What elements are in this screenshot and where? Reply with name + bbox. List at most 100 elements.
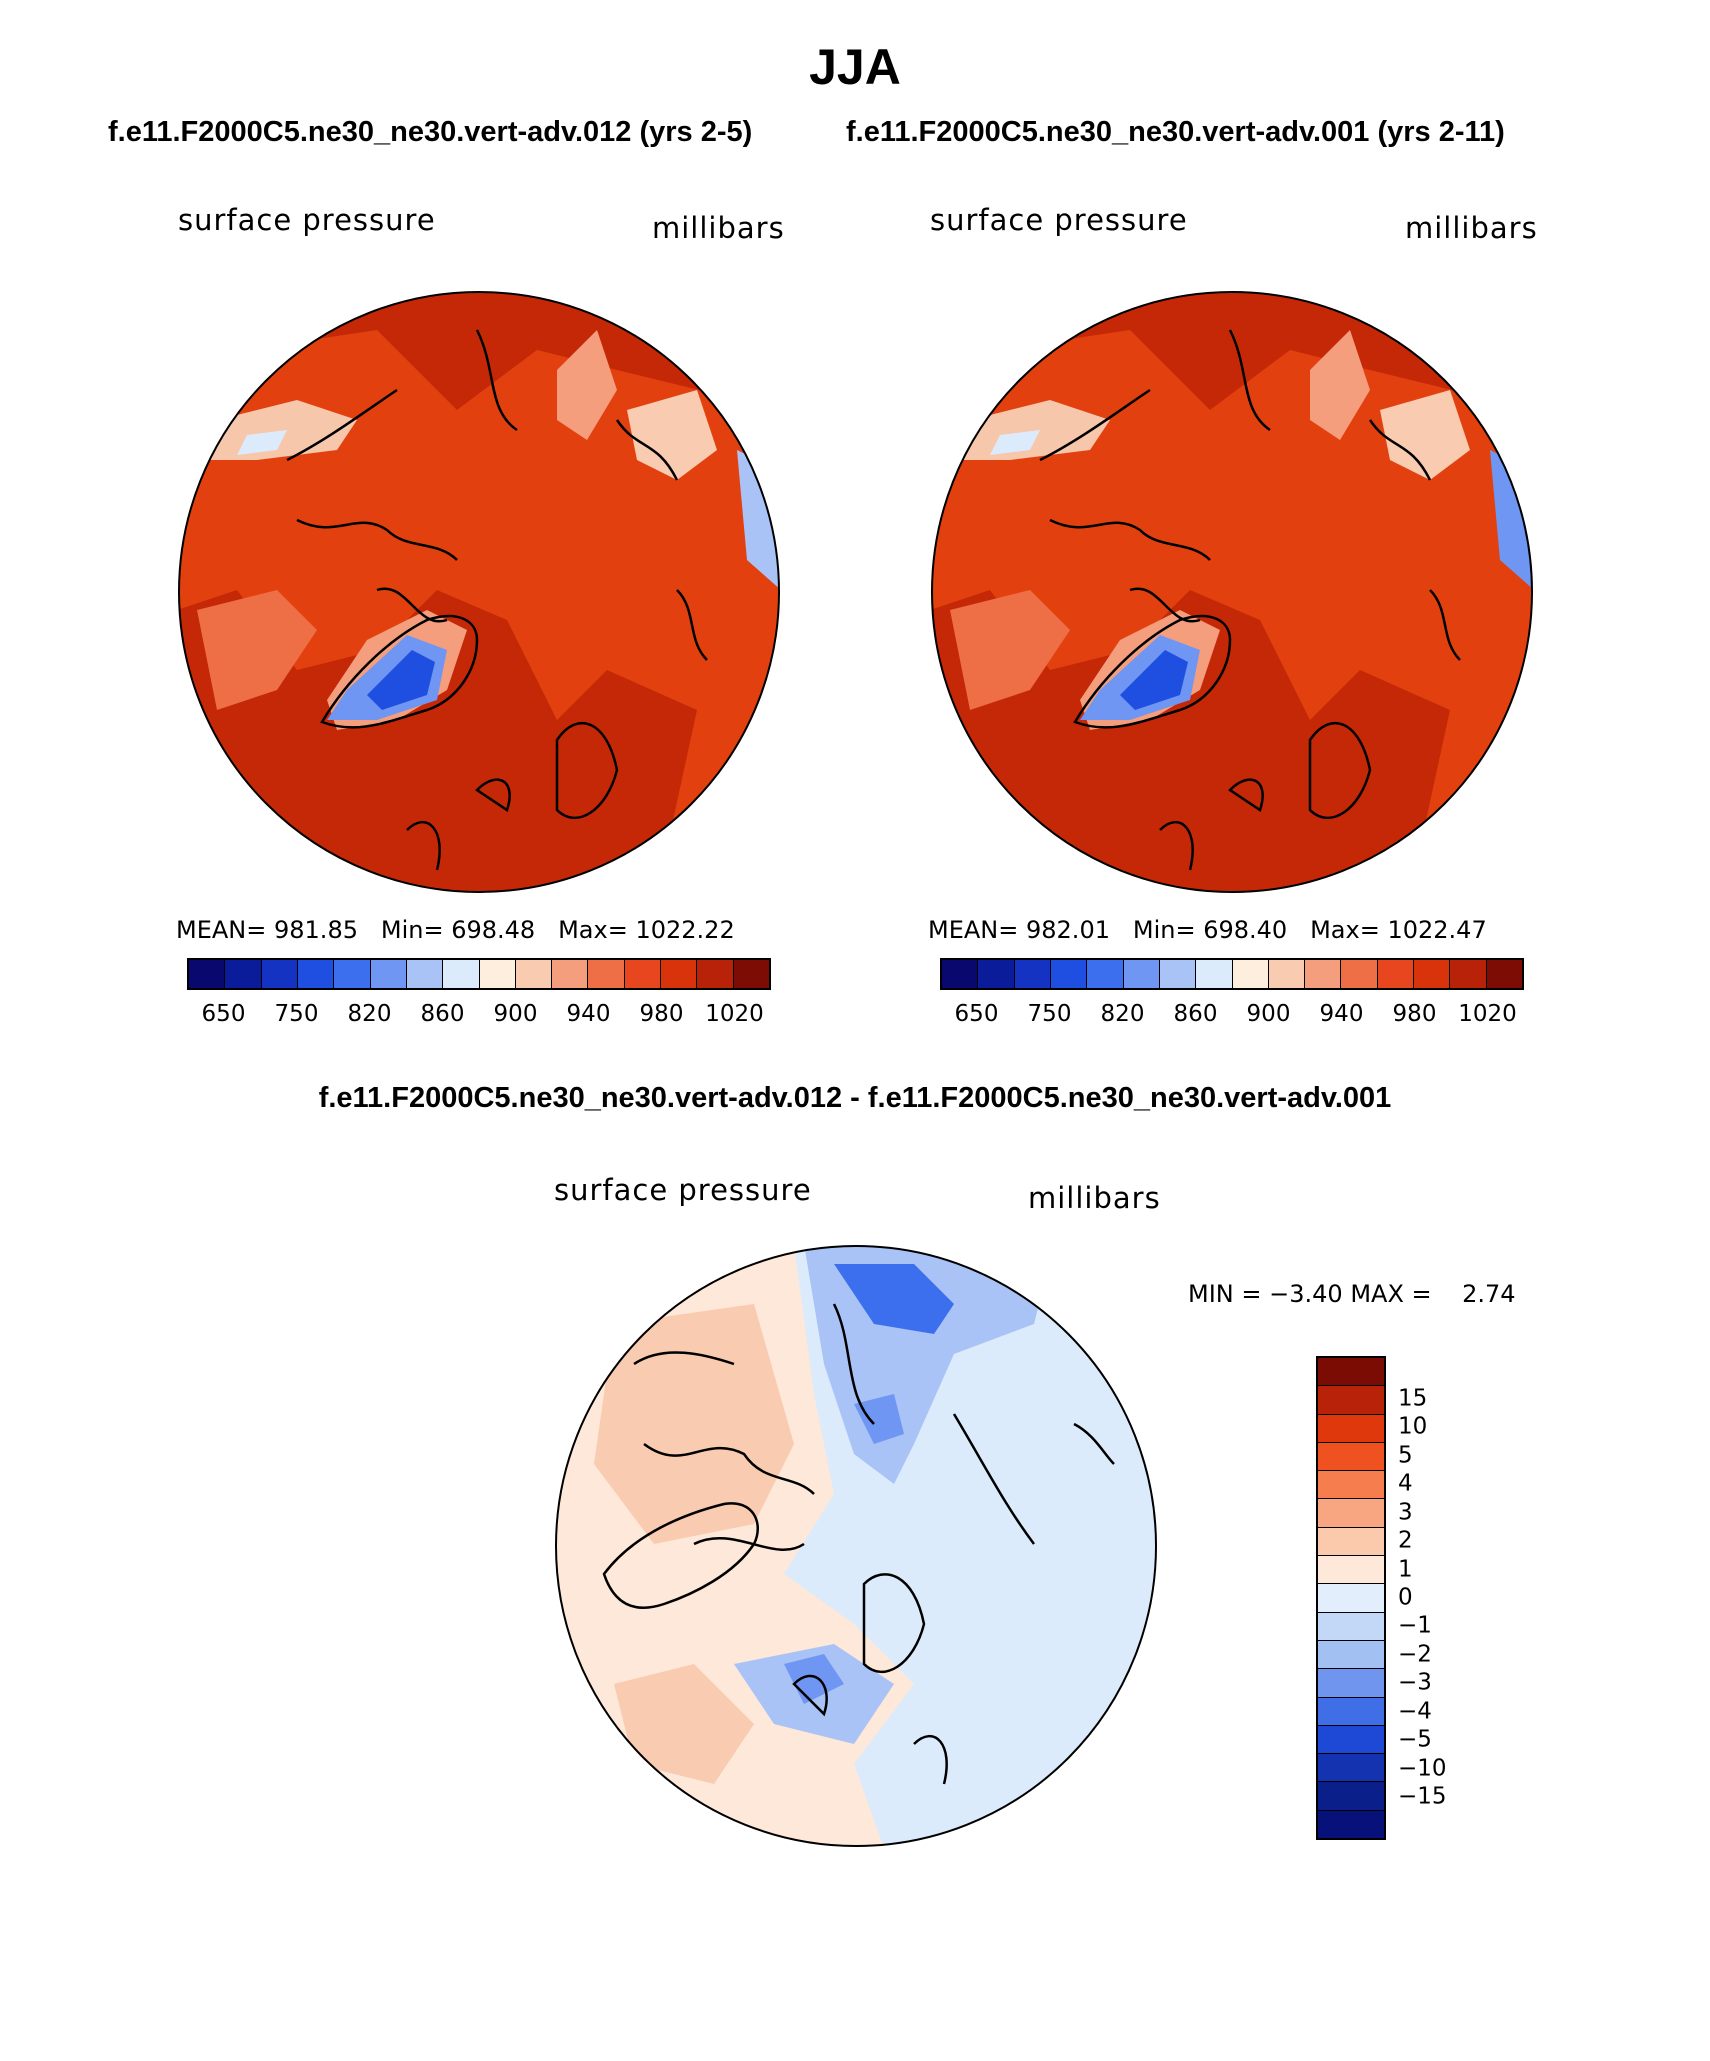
colorbar-swatch: [1318, 1782, 1384, 1811]
colorbar-swatch: [370, 960, 407, 988]
colorbar-swatch: [1318, 1810, 1384, 1839]
run1-title: f.e11.F2000C5.ne30_ne30.vert-adv.012 (yr…: [108, 116, 753, 148]
panel2-variable-label: surface pressure: [930, 203, 1188, 237]
colorbar-tick-label: −10: [1398, 1755, 1447, 1782]
colorbar-swatch: [1318, 1471, 1384, 1500]
colorbar-tick-label: 900: [493, 1001, 538, 1027]
colorbar-swatch: [1450, 960, 1487, 988]
panel2-mean-value: 982.01: [1026, 916, 1110, 944]
difference-polar-map: [555, 1245, 1157, 1847]
colorbar-tick-label: 10: [1398, 1413, 1428, 1440]
difference-minmax: MIN = −3.40 MAX = 2.74: [1188, 1282, 1516, 1306]
difference-units-label: millibars: [1028, 1181, 1161, 1215]
colorbar-tick-label: −4: [1398, 1698, 1432, 1725]
difference-colorbar: [1316, 1356, 1386, 1840]
colorbar-swatch: [261, 960, 298, 988]
panel2-polar-map: [931, 291, 1533, 893]
colorbar-swatch: [189, 960, 226, 988]
colorbar-swatch: [1014, 960, 1051, 988]
colorbar-tick-label: −3: [1398, 1669, 1432, 1696]
run2-title: f.e11.F2000C5.ne30_ne30.vert-adv.001 (yr…: [846, 116, 1505, 148]
panel1-mean-value: 981.85: [274, 916, 358, 944]
colorbar-swatch: [1305, 960, 1342, 988]
colorbar-swatch: [942, 960, 979, 988]
colorbar-tick-label: 980: [1392, 1001, 1437, 1027]
colorbar-swatch: [1087, 960, 1124, 988]
colorbar-tick-label: 4: [1398, 1470, 1413, 1497]
colorbar-swatch: [661, 960, 698, 988]
colorbar-swatch: [624, 960, 662, 988]
colorbar-swatch: [1414, 960, 1451, 988]
panel1-max-label: Max=: [558, 916, 628, 944]
colorbar-tick-label: 1020: [1458, 1001, 1517, 1027]
colorbar-swatch: [1318, 1640, 1384, 1670]
colorbar-swatch: [1318, 1556, 1384, 1585]
colorbar-swatch: [225, 960, 262, 988]
colorbar-swatch: [1123, 960, 1160, 988]
panel1-max-value: 1022.22: [635, 916, 735, 944]
colorbar-tick-label: 5: [1398, 1442, 1413, 1469]
panel1-variable-label: surface pressure: [178, 203, 436, 237]
colorbar-tick-label: 3: [1398, 1499, 1413, 1526]
panel2-stats: MEAN= 982.01 Min= 698.40 Max= 1022.47: [928, 918, 1487, 942]
panel2-mean-label: MEAN=: [928, 916, 1019, 944]
colorbar-tick-label: −1: [1398, 1612, 1432, 1639]
colorbar-swatch: [1268, 960, 1306, 988]
colorbar-swatch: [1318, 1414, 1384, 1443]
colorbar-tick-label: 980: [639, 1001, 684, 1027]
panel2-colorbar: [940, 958, 1524, 990]
colorbar-tick-label: 900: [1246, 1001, 1291, 1027]
colorbar-tick-label: −15: [1398, 1783, 1447, 1810]
colorbar-tick-label: 750: [1027, 1001, 1072, 1027]
colorbar-swatch: [1159, 960, 1197, 988]
colorbar-swatch: [1318, 1499, 1384, 1528]
panel1-mean-label: MEAN=: [176, 916, 267, 944]
panel1-units-label: millibars: [652, 211, 785, 245]
colorbar-swatch: [443, 960, 480, 988]
difference-max-label: MAX =: [1350, 1280, 1432, 1308]
difference-min-value: −3.40: [1269, 1280, 1343, 1308]
colorbar-swatch: [1486, 960, 1522, 988]
panel1-polar-map: [178, 291, 780, 893]
colorbar-swatch: [406, 960, 444, 988]
colorbar-swatch: [479, 960, 516, 988]
difference-colorbar-ticks: 15 10 5 4 3 2 1 0 −1 −2 −3 −4 −5 −10 −15: [1398, 1356, 1478, 1840]
colorbar-swatch: [1318, 1725, 1384, 1755]
difference-title: f.e11.F2000C5.ne30_ne30.vert-adv.012 - f…: [318, 1082, 1392, 1114]
colorbar-swatch: [1318, 1358, 1384, 1387]
season-title: JJA: [809, 39, 901, 95]
colorbar-tick-label: 820: [347, 1001, 392, 1027]
colorbar-tick-label: 2: [1398, 1527, 1413, 1554]
difference-variable-label: surface pressure: [554, 1173, 812, 1207]
panel2-min-label: Min=: [1132, 916, 1196, 944]
colorbar-tick-label: 860: [1173, 1001, 1218, 1027]
colorbar-swatch: [334, 960, 371, 988]
panel1-stats: MEAN= 981.85 Min= 698.48 Max= 1022.22: [176, 918, 735, 942]
colorbar-tick-label: 940: [1319, 1001, 1364, 1027]
colorbar-swatch: [1318, 1584, 1384, 1613]
colorbar-tick-label: 940: [566, 1001, 611, 1027]
panel1-colorbar: [187, 958, 771, 990]
colorbar-tick-label: 820: [1100, 1001, 1145, 1027]
colorbar-tick-label: 750: [274, 1001, 319, 1027]
colorbar-tick-label: 650: [201, 1001, 246, 1027]
difference-min-label: MIN =: [1188, 1280, 1262, 1308]
colorbar-tick-label: −5: [1398, 1726, 1432, 1753]
panel2-max-label: Max=: [1310, 916, 1380, 944]
colorbar-tick-label: 1: [1398, 1556, 1413, 1583]
panel1-colorbar-ticks: 650 750 820 860 900 940 980 1020: [187, 1003, 771, 1031]
panel2-colorbar-ticks: 650 750 820 860 900 940 980 1020: [940, 1003, 1524, 1031]
colorbar-swatch: [1318, 1754, 1384, 1783]
colorbar-swatch: [552, 960, 589, 988]
colorbar-swatch: [733, 960, 769, 988]
panel2-units-label: millibars: [1405, 211, 1538, 245]
colorbar-swatch: [1196, 960, 1233, 988]
colorbar-tick-label: 1020: [705, 1001, 764, 1027]
colorbar-tick-label: 15: [1398, 1385, 1428, 1412]
colorbar-swatch: [1050, 960, 1088, 988]
colorbar-swatch: [978, 960, 1015, 988]
colorbar-swatch: [1318, 1527, 1384, 1557]
colorbar-tick-label: 860: [420, 1001, 465, 1027]
colorbar-swatch: [1318, 1442, 1384, 1472]
difference-max-value: 2.74: [1462, 1280, 1516, 1308]
